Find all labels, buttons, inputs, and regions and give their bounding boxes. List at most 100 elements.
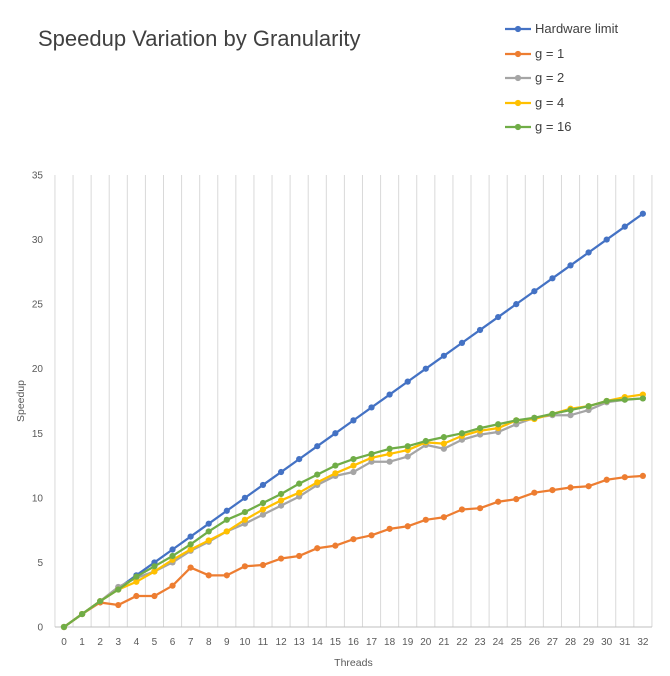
x-tick-label: 9 — [224, 637, 230, 648]
data-point — [621, 396, 628, 403]
data-point — [458, 339, 466, 346]
data-point — [60, 623, 68, 631]
data-point — [314, 545, 321, 552]
y-tick-label: 15 — [32, 429, 44, 440]
data-point — [223, 516, 230, 523]
data-point — [277, 555, 285, 562]
legend-swatch — [505, 25, 531, 33]
x-tick-label: 15 — [330, 637, 342, 648]
x-tick-label: 4 — [134, 637, 140, 648]
x-tick-label: 19 — [402, 637, 414, 648]
y-tick-label: 5 — [37, 558, 43, 569]
data-point — [97, 598, 104, 605]
data-point — [223, 572, 230, 579]
data-point — [332, 470, 339, 477]
data-point — [621, 474, 628, 481]
x-tick-label: 20 — [420, 637, 432, 648]
data-point — [350, 536, 357, 543]
data-point — [241, 494, 248, 501]
data-point — [259, 499, 267, 507]
x-tick-label: 0 — [61, 637, 67, 648]
data-point — [169, 546, 176, 553]
data-point — [350, 456, 357, 463]
data-point — [404, 523, 411, 530]
data-point — [422, 437, 429, 445]
data-point — [169, 552, 176, 560]
data-point — [404, 453, 411, 460]
data-point — [133, 578, 140, 585]
x-tick-label: 32 — [637, 637, 649, 648]
x-tick-label: 22 — [456, 637, 468, 648]
data-point — [187, 564, 194, 571]
data-point — [277, 468, 285, 476]
series-line-1 — [62, 474, 645, 629]
series-line-4 — [62, 397, 645, 629]
data-point — [440, 434, 447, 441]
data-point — [151, 563, 158, 570]
y-tick-label: 0 — [37, 623, 43, 634]
x-tick-label: 18 — [384, 637, 396, 648]
data-point — [495, 421, 502, 428]
data-point — [495, 498, 502, 505]
data-point — [621, 223, 628, 230]
data-point — [314, 443, 321, 450]
data-point — [476, 505, 484, 512]
data-point — [458, 430, 466, 437]
x-tick-label: 3 — [115, 637, 121, 648]
data-point — [259, 506, 267, 513]
data-point — [513, 301, 520, 308]
data-point — [513, 417, 520, 424]
x-tick-label: 24 — [493, 637, 505, 648]
data-point — [549, 275, 556, 282]
x-tick-label: 28 — [565, 637, 577, 648]
data-point — [151, 568, 158, 575]
data-point — [332, 462, 339, 469]
x-tick-label: 5 — [152, 637, 158, 648]
legend-item: g = 4 — [503, 91, 663, 116]
legend-label: g = 2 — [535, 70, 565, 85]
data-point — [277, 502, 285, 509]
data-point — [639, 395, 646, 402]
data-point — [241, 563, 248, 570]
data-point — [567, 484, 574, 491]
data-point — [531, 414, 538, 421]
data-point — [314, 479, 321, 486]
y-tick-label: 10 — [32, 493, 44, 504]
data-point — [169, 582, 176, 589]
data-point — [531, 288, 538, 295]
data-point — [115, 586, 122, 593]
data-point — [277, 490, 285, 498]
data-point — [133, 573, 140, 580]
data-point — [386, 391, 393, 398]
data-point — [296, 456, 303, 463]
data-point — [259, 561, 267, 569]
data-point — [440, 445, 447, 452]
data-point — [223, 507, 230, 514]
data-point — [567, 412, 574, 419]
data-point — [296, 480, 303, 487]
data-point — [386, 525, 393, 532]
x-tick-label: 2 — [97, 637, 103, 648]
data-point — [386, 450, 393, 458]
chart-title: Speedup Variation by Granularity — [38, 26, 361, 51]
data-point — [187, 533, 194, 540]
x-axis-title: Threads — [334, 657, 373, 669]
x-tick-label: 30 — [601, 637, 613, 648]
x-tick-label: 27 — [547, 637, 559, 648]
x-tick-label: 25 — [511, 637, 523, 648]
x-tick-label: 13 — [294, 637, 306, 648]
legend-swatch — [505, 99, 531, 106]
x-tick-label: 6 — [170, 637, 176, 648]
legend: Hardware limit g = 1 g = 2 g = 4 g = 16 — [503, 17, 663, 140]
series-line-3 — [62, 393, 645, 629]
legend-label: g = 16 — [535, 119, 572, 134]
x-tick-label: 12 — [276, 637, 288, 648]
data-point — [476, 425, 484, 432]
data-point — [205, 520, 212, 527]
data-point — [404, 378, 411, 385]
legend-swatch — [505, 50, 531, 57]
data-point — [259, 481, 267, 489]
data-point — [368, 404, 375, 411]
legend-label: g = 1 — [535, 45, 565, 61]
